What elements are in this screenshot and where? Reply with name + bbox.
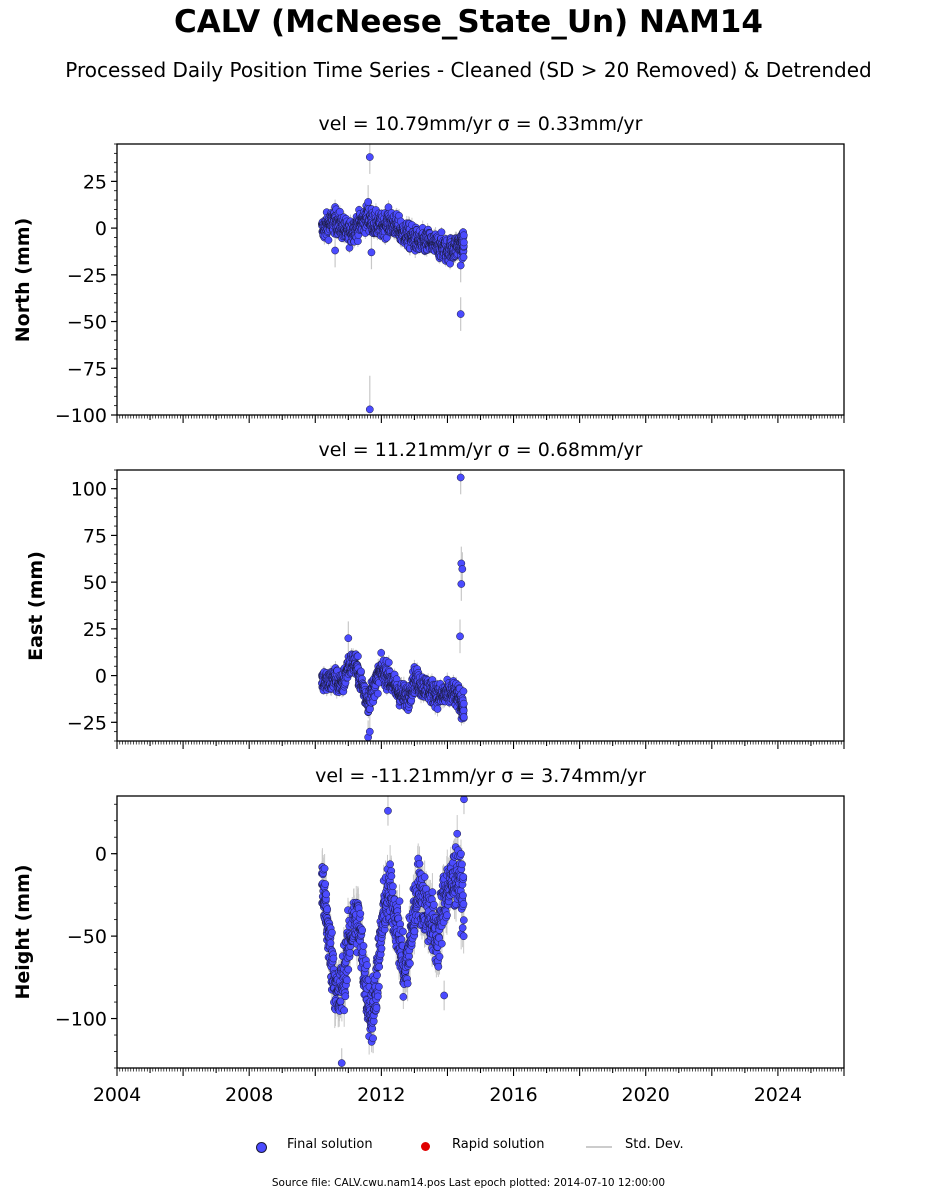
height-panel-title: vel = -11.21mm/yr σ = 3.74mm/yr <box>315 765 646 787</box>
final-solution-point <box>324 236 333 244</box>
y-tick-label: −50 <box>67 312 107 334</box>
y-tick-label: 0 <box>95 666 107 688</box>
final-solution-outlier <box>456 261 465 270</box>
chart-title: CALV (McNeese_State_Un) NAM14 <box>174 4 763 40</box>
y-tick-label: −75 <box>67 358 107 380</box>
final-solution-point <box>459 699 468 708</box>
y-tick-label: −25 <box>67 265 107 287</box>
final-solution-outlier <box>365 727 374 736</box>
final-solution-point <box>459 687 468 696</box>
final-solution-point <box>460 238 468 247</box>
north-panel-title: vel = 10.79mm/yr σ = 0.33mm/yr <box>318 113 643 135</box>
final-solution-outlier <box>456 473 465 482</box>
final-solution-outlier <box>365 153 374 161</box>
final-solution-point <box>374 689 382 698</box>
final-solution-point <box>433 705 442 713</box>
plot-frame <box>116 143 845 416</box>
y-tick-label: 25 <box>83 171 107 193</box>
chart-subtitle: Processed Daily Position Time Series - C… <box>65 58 872 82</box>
y-tick-label: 50 <box>83 572 107 594</box>
final-solution-point <box>377 649 386 657</box>
final-solution-outlier <box>457 580 466 588</box>
y-tick-label: 75 <box>83 525 107 547</box>
y-tick-label: 0 <box>95 218 107 240</box>
plot-frame <box>116 469 845 742</box>
final-solution-point <box>459 706 468 715</box>
final-solution-outlier <box>458 565 467 573</box>
final-solution-point <box>459 231 468 240</box>
y-tick-label: −25 <box>67 712 107 734</box>
final-solution-outlier <box>364 198 372 206</box>
final-solution-outlier <box>456 310 465 318</box>
panel-1: −25 0 25 50 75 100 <box>67 469 845 749</box>
final-solution-point <box>384 658 393 667</box>
final-solution-point <box>459 253 468 262</box>
final-solution-point <box>354 652 362 661</box>
final-solution-point <box>437 228 446 237</box>
final-solution-outlier <box>367 248 376 257</box>
east-panel-title: vel = 11.21mm/yr σ = 0.68mm/yr <box>318 439 643 461</box>
final-solution-point <box>366 705 374 713</box>
y-tick-label: 100 <box>71 479 107 501</box>
panel-0: −100 −75 −50 −25 0 25 <box>55 143 845 427</box>
plots-canvas: −100 −75 −50 −25 0 25 −25 0 25 50 75 100 −100−500200… <box>55 143 845 1106</box>
y-tick-label: −100 <box>55 405 107 427</box>
y-tick-label: 25 <box>83 619 107 641</box>
final-solution-outlier <box>365 405 374 414</box>
final-solution-outlier <box>456 632 464 641</box>
final-solution-point <box>460 713 468 722</box>
final-solution-outlier <box>344 634 353 643</box>
final-solution-outlier <box>331 246 339 255</box>
final-solution-point <box>357 667 365 676</box>
